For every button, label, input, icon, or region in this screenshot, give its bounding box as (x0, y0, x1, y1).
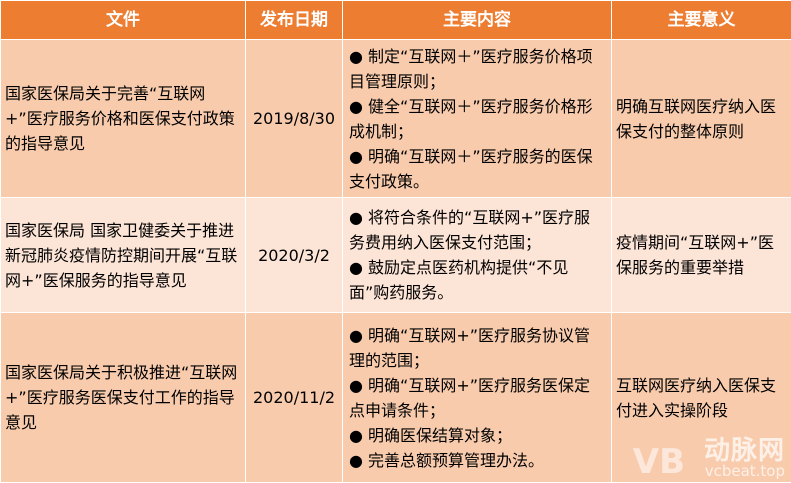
header-significance: 主要意义 (611, 0, 791, 40)
header-date: 发布日期 (245, 0, 343, 40)
document-cell: 国家医保局 国家卫健委关于推进新冠肺炎疫情防控期间开展“互联网+”医保服务的指导… (0, 197, 246, 313)
date-cell: 2019/8/30 (245, 39, 343, 198)
header-row: 文件 发布日期 主要内容 主要意义 (0, 0, 791, 40)
watermark-mark: VB (632, 442, 685, 482)
date-cell: 2020/3/2 (245, 197, 343, 313)
content-item: ● 健全“互联网＋”医疗服务价格形成机制； (349, 96, 593, 141)
content-item: ● 完善总额预算管理办法。 (349, 450, 545, 470)
content-item: ● 明确“互联网＋”医疗服务的医保支付政策。 (349, 146, 593, 191)
content-item: ● 明确“互联网+”医疗服务协议管理的范围； (349, 325, 591, 370)
header-document: 文件 (0, 0, 246, 40)
header-content: 主要内容 (342, 0, 612, 40)
content-cell: ● 将符合条件的“互联网+”医疗服务费用纳入医保支付范围； ● 鼓励定点医药机构… (342, 197, 612, 313)
date-cell: 2020/11/2 (245, 312, 343, 483)
content-item: ● 鼓励定点医药机构提供“不见面”购药服务。 (349, 258, 569, 302)
significance-cell: 疫情期间“互联网+”医保服务的重要举措 (611, 197, 791, 313)
content-item: ● 明确“互联网+”医疗服务医保定点申请条件； (349, 375, 591, 420)
watermark-url: vcbeat.top (704, 462, 785, 480)
content-item: ● 制定“互联网＋”医疗服务价格项目管理原则； (349, 46, 593, 91)
table-row: 国家医保局关于积极推进“互联网+”医疗服务医保支付工作的指导意见 2020/11… (0, 312, 791, 483)
table-row: 国家医保局关于完善“互联网+”医疗服务价格和医保支付政策的指导意见 2019/8… (0, 39, 791, 198)
document-cell: 国家医保局关于积极推进“互联网+”医疗服务医保支付工作的指导意见 (0, 312, 246, 483)
content-cell: ● 制定“互联网＋”医疗服务价格项目管理原则； ● 健全“互联网＋”医疗服务价格… (342, 39, 612, 198)
content-cell: ● 明确“互联网+”医疗服务协议管理的范围； ● 明确“互联网+”医疗服务医保定… (342, 312, 612, 483)
document-cell: 国家医保局关于完善“互联网+”医疗服务价格和医保支付政策的指导意见 (0, 39, 246, 198)
content-item: ● 将符合条件的“互联网+”医疗服务费用纳入医保支付范围； (349, 208, 591, 252)
table-row: 国家医保局 国家卫健委关于推进新冠肺炎疫情防控期间开展“互联网+”医保服务的指导… (0, 197, 791, 313)
watermark-name: 动脉网 (703, 436, 785, 466)
significance-cell: 互联网医疗纳入医保支付进入实操阶段 (611, 312, 791, 483)
watermark-logo: VB 动脉网 vcbeat.top (633, 436, 785, 480)
content-item: ● 明确医保结算对象； (349, 425, 513, 445)
significance-cell: 明确互联网医疗纳入医保支付的整体原则 (611, 39, 791, 198)
